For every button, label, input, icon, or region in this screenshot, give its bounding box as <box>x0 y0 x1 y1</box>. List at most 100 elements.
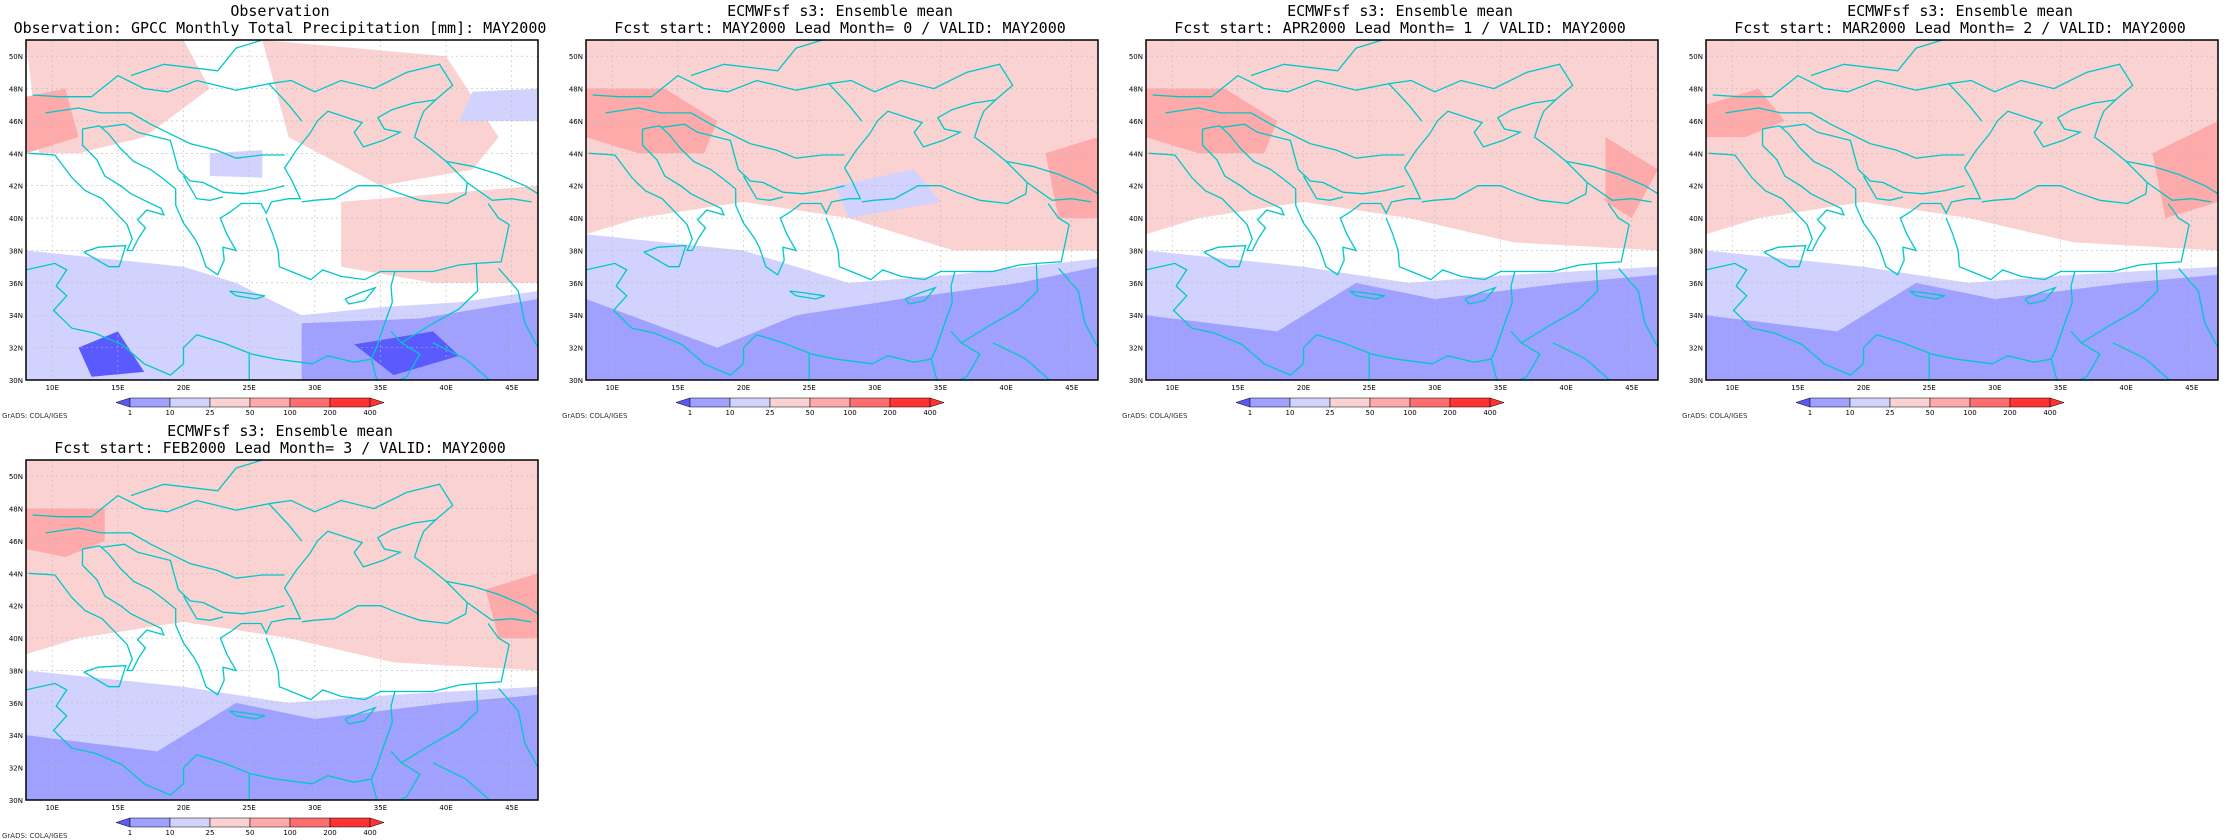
coastline <box>1058 267 1098 348</box>
coastline <box>660 123 845 195</box>
coastline <box>992 342 1051 380</box>
lon-label: 30E <box>308 384 321 392</box>
shading-region <box>78 331 145 377</box>
lon-label: 40E <box>999 384 1012 392</box>
coastline <box>1202 98 1588 276</box>
lat-label: 30N <box>9 797 23 805</box>
lon-label: 35E <box>2054 384 2067 392</box>
lon-label: 45E <box>505 384 518 392</box>
lon-label: 10E <box>1726 384 1739 392</box>
lat-label: 46N <box>569 118 583 126</box>
coastline <box>26 262 184 376</box>
coastline <box>1618 267 1658 348</box>
colorbar-label: 25 <box>1326 409 1335 417</box>
lat-label: 40N <box>9 635 23 643</box>
lon-label: 25E <box>243 804 256 812</box>
coastline <box>182 175 224 201</box>
panel-subtitle: Fcst start: MAR2000 Lead Month= 2 / VALI… <box>1734 19 2186 37</box>
colorbar-label: 10 <box>726 409 735 417</box>
lon-label: 10E <box>1166 384 1179 392</box>
coastline <box>182 217 396 365</box>
coastline <box>370 358 378 380</box>
coastline <box>1250 40 1383 77</box>
colorbar-label: 1 <box>128 829 132 837</box>
lat-label: 42N <box>569 183 583 191</box>
precip-map: 50N 48N 46N 44N 42N 40N 38N 36N 34N 32N 30N 10E 15E 2… <box>569 39 1099 417</box>
coastline <box>397 762 421 800</box>
lon-label: 45E <box>1065 384 1078 392</box>
lon-label: 40E <box>439 384 452 392</box>
panel-title: Observation <box>230 2 330 20</box>
shading-region <box>26 508 105 558</box>
lon-label: 20E <box>177 384 190 392</box>
lat-label: 44N <box>569 150 583 158</box>
coastline <box>498 267 538 348</box>
lat-label: 34N <box>1129 312 1143 320</box>
lon-label: 25E <box>1363 384 1376 392</box>
coastline <box>950 263 1039 344</box>
colorbar-label: 200 <box>323 829 336 837</box>
coastline <box>268 63 454 101</box>
lon-label: 15E <box>1231 384 1244 392</box>
coastline <box>2050 358 2058 380</box>
coastline <box>182 637 396 785</box>
coastline <box>445 580 538 615</box>
lat-label: 50N <box>569 53 583 61</box>
map-panel-5: ECMWFsf s3: Ensemble mean Fcst start: FEB… <box>0 420 560 840</box>
colorbar-label: 1 <box>688 409 692 417</box>
shading-region <box>1706 274 2218 380</box>
lon-label: 15E <box>111 804 124 812</box>
coastline <box>390 683 479 764</box>
lat-label: 48N <box>1129 86 1143 94</box>
precip-map: 50N 48N 46N 44N 42N 40N 38N 36N 34N 32N 30N 10E 15E 2… <box>9 459 539 837</box>
coastline <box>370 778 378 800</box>
lat-label: 40N <box>1689 215 1703 223</box>
map-panel-2: ECMWFsf s3: Ensemble mean Fcst start: MAY… <box>560 0 1120 420</box>
lat-label: 46N <box>9 118 23 126</box>
grads-credit: GrADS: COLA/IGES <box>1122 412 1188 420</box>
colorbar-label: 100 <box>1963 409 1976 417</box>
colorbar-label: 10 <box>166 409 175 417</box>
lat-label: 30N <box>569 377 583 385</box>
lat-label: 44N <box>9 150 23 158</box>
colorbar-label: 200 <box>323 409 336 417</box>
lat-label: 48N <box>9 506 23 514</box>
colorbar-label: 50 <box>1926 409 1935 417</box>
coastline <box>28 549 165 672</box>
coastline <box>1203 244 1247 268</box>
coastline <box>83 664 127 688</box>
lat-label: 46N <box>1129 118 1143 126</box>
shading-region <box>459 88 538 121</box>
coastline <box>1510 263 1599 344</box>
lon-label: 15E <box>1791 384 1804 392</box>
coastline <box>1005 160 1098 195</box>
precip-map: 50N 48N 46N 44N 42N 40N 38N 36N 34N 32N 30N 10E 15E 2… <box>1689 39 2219 417</box>
coastline <box>2125 160 2218 195</box>
coastline <box>642 98 1028 276</box>
coastline <box>28 129 165 252</box>
coastline <box>957 342 981 380</box>
lon-label: 30E <box>1988 384 2001 392</box>
colorbar-label: 100 <box>1403 409 1416 417</box>
lat-label: 30N <box>1129 377 1143 385</box>
coastline <box>586 262 744 376</box>
coastline <box>229 710 266 720</box>
coastline <box>588 129 725 252</box>
colorbar-label: 100 <box>283 829 296 837</box>
coastline <box>498 687 538 768</box>
colorbar-label: 10 <box>166 829 175 837</box>
lat-label: 48N <box>1689 86 1703 94</box>
colorbar-label: 10 <box>1286 409 1295 417</box>
coastline <box>432 762 491 800</box>
coastline <box>229 290 266 300</box>
lon-label: 25E <box>1923 384 1936 392</box>
lon-label: 10E <box>46 804 59 812</box>
lat-label: 36N <box>569 280 583 288</box>
lat-label: 34N <box>569 312 583 320</box>
lat-label: 38N <box>9 667 23 675</box>
coastline <box>2112 342 2171 380</box>
lat-label: 30N <box>1689 377 1703 385</box>
lat-label: 44N <box>1689 150 1703 158</box>
lat-label: 38N <box>569 247 583 255</box>
coastline <box>268 483 454 521</box>
